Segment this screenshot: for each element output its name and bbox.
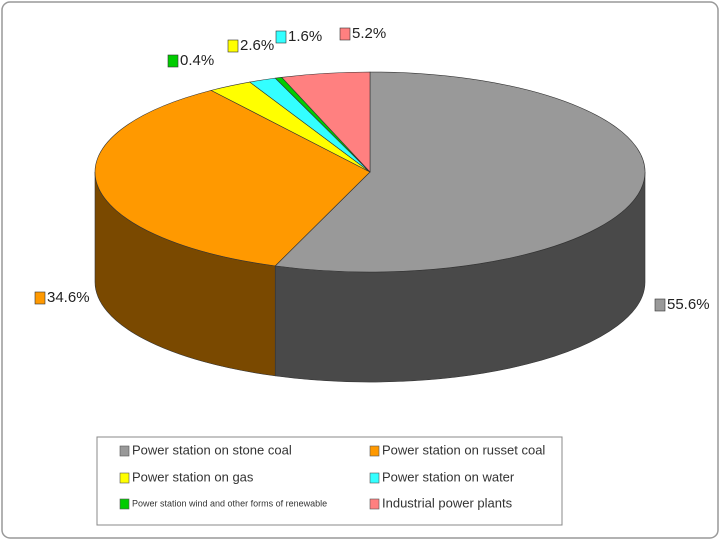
data-label: 2.6%	[240, 37, 274, 54]
legend-items: Power station on stone coal Power station…	[119, 442, 545, 510]
pie: 55.6% 34.6% 2.6% 1.6% 0.4% 5.2%	[34, 25, 710, 383]
slice	[274, 71, 646, 273]
legend-swatch	[119, 498, 130, 510]
data-label: 34.6%	[47, 289, 90, 306]
legend-swatch	[119, 472, 130, 484]
legend-swatch	[369, 472, 380, 484]
label-swatch	[167, 54, 179, 68]
legend-swatch	[119, 445, 130, 457]
data-label: 1.6%	[288, 28, 322, 45]
legend-swatch	[369, 498, 380, 510]
slice	[94, 90, 371, 267]
legend-label: Power station on stone coal	[132, 442, 292, 457]
label-swatch	[339, 27, 351, 41]
data-label: 5.2%	[352, 25, 386, 42]
data-label: 55.6%	[667, 296, 710, 313]
slice	[281, 71, 371, 173]
label-swatch	[34, 291, 46, 305]
legend	[96, 436, 563, 526]
label-swatch	[275, 30, 287, 44]
legend-swatch	[369, 445, 380, 457]
legend-label: Power station on water	[382, 469, 515, 484]
legend-label: Power station on gas	[132, 469, 254, 484]
label-swatch	[654, 298, 666, 312]
label-swatch	[227, 39, 239, 53]
legend-label: Power station on russet coal	[382, 442, 545, 457]
legend-label: Industrial power plants	[382, 495, 513, 510]
data-label: 0.4%	[180, 52, 214, 69]
legend-label: Power station wind and other forms of re…	[132, 498, 327, 508]
